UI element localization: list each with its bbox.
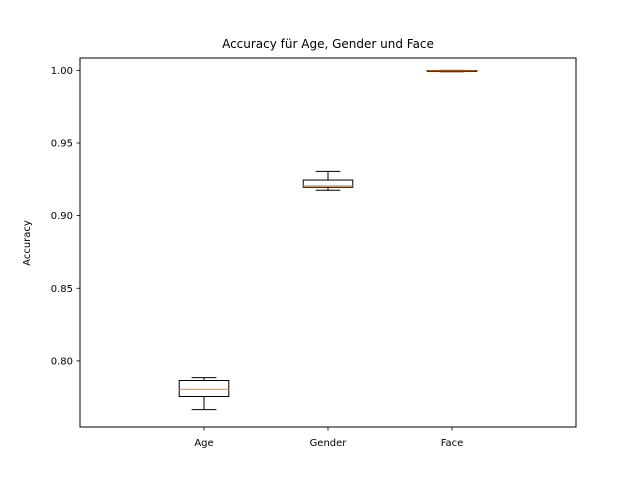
- chart-title: Accuracy für Age, Gender und Face: [222, 37, 434, 51]
- x-tick-label: Gender: [310, 438, 348, 449]
- x-tick-label: Face: [441, 438, 464, 449]
- box-age: [178, 380, 230, 397]
- y-tick-label: 0.90: [51, 211, 73, 222]
- y-tick-label: 0.95: [51, 139, 73, 150]
- box-gender: [302, 179, 354, 188]
- y-tick-label: 0.85: [51, 284, 73, 295]
- x-tick-label: Age: [194, 438, 213, 449]
- y-axis-label: Accuracy: [22, 220, 33, 266]
- plot-area: 0.80 0.85 0.90 0.95 1.00 Age Gender Face: [51, 66, 478, 449]
- axes-frame: [79, 57, 577, 428]
- y-tick-label: 1.00: [51, 66, 73, 77]
- y-tick-label: 0.80: [51, 356, 73, 367]
